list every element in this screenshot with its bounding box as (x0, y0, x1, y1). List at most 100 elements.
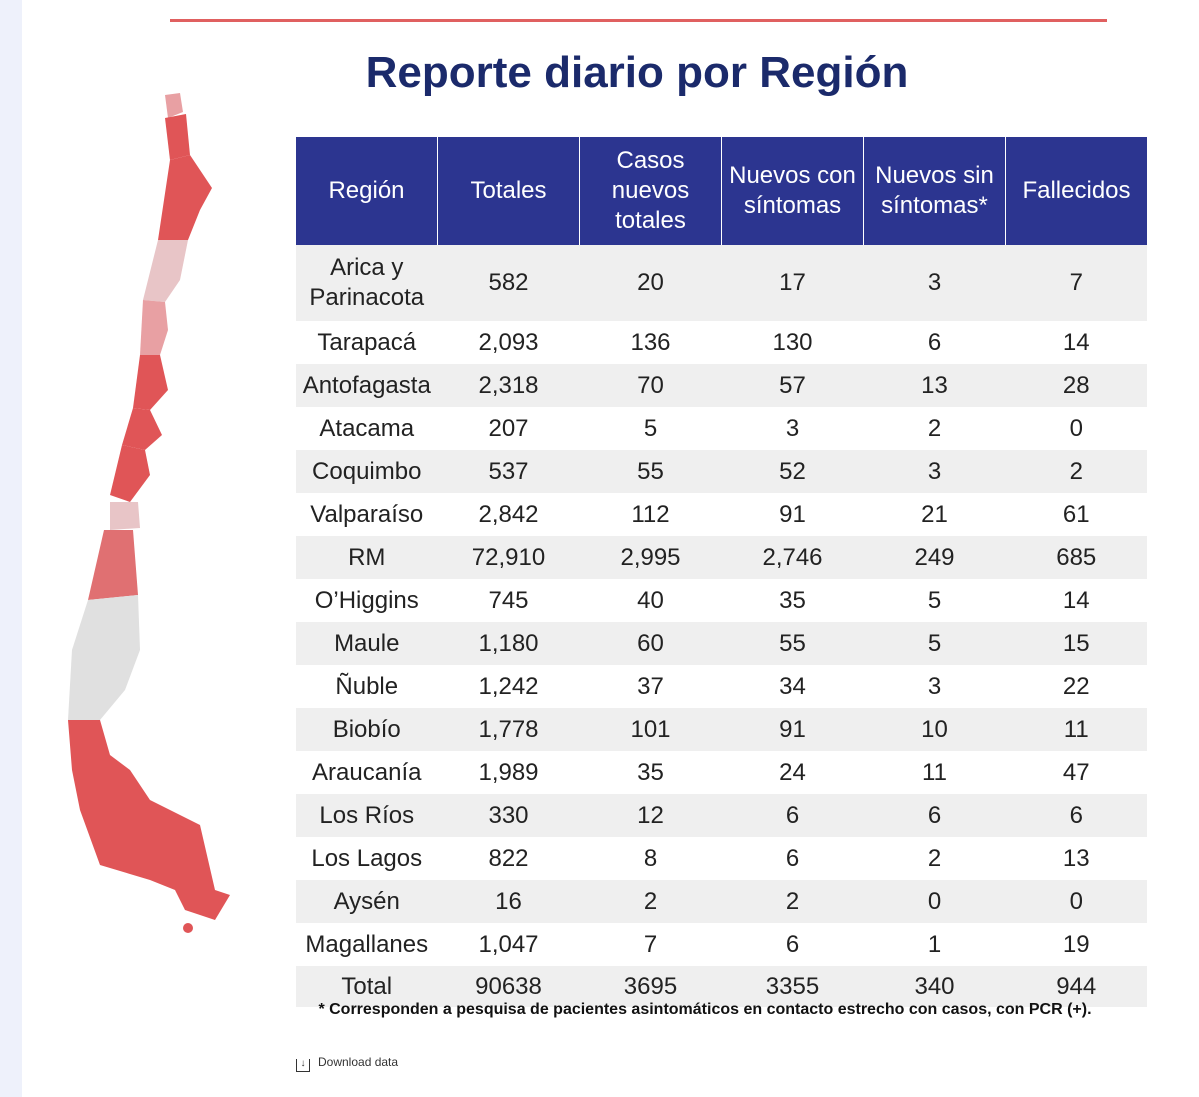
value-cell: 6 (863, 794, 1006, 837)
download-icon: ↓ (296, 1059, 310, 1072)
region-cell: Ñuble (335, 672, 399, 700)
value-cell: 6 (785, 930, 800, 958)
table-row: O’Higgins 745 40 35 5 14 (296, 579, 1147, 622)
value-cell: 1,242 (478, 672, 539, 700)
column-header: Casos nuevos totales (579, 137, 722, 245)
value-cell: 2 (927, 844, 942, 872)
value-cell: 61 (1062, 500, 1090, 528)
value-cell: 21 (921, 500, 948, 528)
value-cell: 91 (779, 500, 806, 528)
value-cell: 6 (927, 328, 942, 356)
value-cell: 2 (1005, 450, 1147, 493)
column-header: Región (296, 137, 438, 245)
value-cell: 17 (721, 245, 864, 321)
value-cell: 1,778 (437, 708, 580, 751)
value-cell: 10 (863, 708, 1006, 751)
region-cell: Maule (296, 622, 438, 665)
value-cell: 3 (863, 450, 1006, 493)
value-cell: 6 (1005, 794, 1147, 837)
value-cell: 70 (579, 364, 722, 407)
region-cell: Atacama (319, 414, 415, 442)
value-cell: 3695 (579, 966, 722, 1007)
value-cell: 14 (1062, 328, 1090, 356)
table-row: Total 90638 3695 3355 340 944 (296, 966, 1147, 1007)
table-row: Biobío 1,778 101 91 10 11 (296, 708, 1147, 751)
region-cell: Los Ríos (296, 794, 438, 837)
value-cell: 90638 (437, 966, 580, 1007)
value-cell: 130 (772, 328, 813, 356)
value-cell: 11 (922, 758, 947, 786)
value-cell: 582 (437, 245, 580, 321)
value-cell: 2,093 (478, 328, 539, 356)
value-cell: 20 (579, 245, 722, 321)
region-cell: RM (296, 536, 438, 579)
region-cell: Araucanía (312, 758, 422, 786)
value-cell: 944 (1005, 966, 1147, 1007)
chile-map (68, 93, 230, 933)
value-cell: 2,746 (721, 536, 864, 579)
value-cell: 2,318 (437, 364, 580, 407)
region-cell: Magallanes (305, 930, 429, 958)
value-cell: 72,910 (437, 536, 580, 579)
column-header: Fallecidos (1005, 137, 1147, 245)
region-cell: Biobío (296, 708, 438, 751)
value-cell: 5 (643, 414, 658, 442)
region-cell: Los Lagos (311, 844, 423, 872)
table-row: Magallanes 1,047 7 6 1 19 (296, 923, 1147, 966)
value-cell: 6 (721, 794, 864, 837)
value-cell: 1,047 (478, 930, 539, 958)
value-cell: 207 (488, 414, 529, 442)
table-row: Coquimbo 537 55 52 3 2 (296, 450, 1147, 493)
value-cell: 91 (721, 708, 864, 751)
value-cell: 745 (488, 586, 529, 614)
value-cell: 24 (779, 758, 806, 786)
value-cell: 55 (579, 450, 722, 493)
value-cell: 685 (1005, 536, 1147, 579)
value-cell: 52 (721, 450, 864, 493)
value-cell: 101 (579, 708, 722, 751)
value-cell: 1 (927, 930, 942, 958)
value-cell: 16 (437, 880, 580, 923)
table-row: RM 72,910 2,995 2,746 249 685 (296, 536, 1147, 579)
region-table: Región Totales Casos nuevos totales Nuevos … (296, 137, 1147, 1007)
value-cell: 2 (927, 414, 942, 442)
value-cell: 7 (1005, 245, 1147, 321)
value-cell: 0 (863, 880, 1006, 923)
value-cell: 5 (927, 586, 942, 614)
top-rule (170, 19, 1107, 22)
value-cell: 5 (863, 622, 1006, 665)
value-cell: 28 (1005, 364, 1147, 407)
table-row: Araucanía 1,989 35 24 11 47 (296, 751, 1147, 794)
value-cell: 35 (779, 586, 806, 614)
value-cell: 2,995 (579, 536, 722, 579)
table-row: Maule 1,180 60 55 5 15 (296, 622, 1147, 665)
table-row: Arica y Parinacota 582 20 17 3 7 (296, 245, 1147, 321)
region-cell: Valparaíso (310, 500, 424, 528)
value-cell: 6 (785, 844, 800, 872)
value-cell: 12 (579, 794, 722, 837)
value-cell: 57 (721, 364, 864, 407)
table-row: Los Ríos 330 12 6 6 6 (296, 794, 1147, 837)
download-link[interactable]: ↓ Download data (296, 1055, 398, 1072)
value-cell: 1,180 (437, 622, 580, 665)
region-cell: Antofagasta (296, 364, 438, 407)
value-cell: 0 (1069, 414, 1083, 442)
value-cell: 55 (721, 622, 864, 665)
value-cell: 2,842 (478, 500, 539, 528)
value-cell: 3 (863, 245, 1006, 321)
region-cell: Coquimbo (296, 450, 438, 493)
column-header: Totales (437, 137, 580, 245)
value-cell: 40 (637, 586, 664, 614)
value-cell: 60 (579, 622, 722, 665)
value-cell: 22 (1062, 672, 1090, 700)
value-cell: 35 (637, 758, 664, 786)
value-cell: 136 (630, 328, 671, 356)
value-cell: 11 (1005, 708, 1147, 751)
value-cell: 13 (1062, 844, 1090, 872)
table-row: Antofagasta 2,318 70 57 13 28 (296, 364, 1147, 407)
value-cell: 13 (863, 364, 1006, 407)
footnote: * Corresponden a pesquisa de pacientes a… (318, 1001, 1092, 1018)
value-cell: 37 (637, 672, 664, 700)
value-cell: 19 (1062, 930, 1090, 958)
